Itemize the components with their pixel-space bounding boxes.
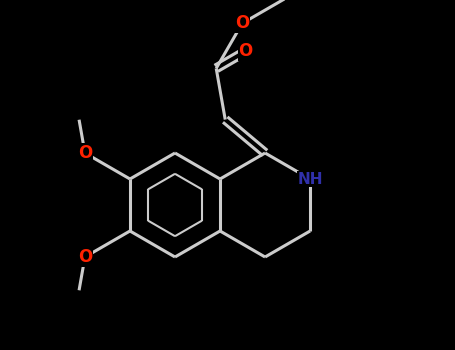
Text: O: O xyxy=(78,248,92,266)
Text: O: O xyxy=(78,144,92,162)
Text: NH: NH xyxy=(298,172,323,187)
Text: O: O xyxy=(235,14,249,32)
Text: O: O xyxy=(238,42,253,61)
